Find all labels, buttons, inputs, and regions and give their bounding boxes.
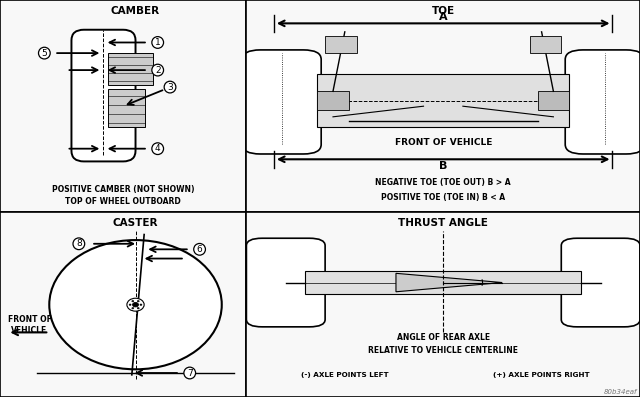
Bar: [305, 272, 581, 294]
Circle shape: [132, 307, 134, 309]
FancyBboxPatch shape: [243, 50, 321, 154]
Circle shape: [132, 301, 134, 302]
Polygon shape: [396, 273, 502, 292]
Bar: [108, 89, 145, 127]
Circle shape: [127, 298, 144, 311]
Circle shape: [137, 307, 140, 309]
Text: POSITIVE TOE (TOE IN) B < A: POSITIVE TOE (TOE IN) B < A: [381, 193, 505, 202]
Text: POSITIVE CAMBER (NOT SHOWN): POSITIVE CAMBER (NOT SHOWN): [52, 185, 195, 193]
Text: A: A: [439, 12, 447, 22]
Bar: [325, 36, 356, 53]
FancyBboxPatch shape: [565, 50, 640, 154]
Text: FRONT OF VEHICLE: FRONT OF VEHICLE: [394, 138, 492, 147]
Text: (+) AXLE POINTS RIGHT: (+) AXLE POINTS RIGHT: [493, 372, 590, 378]
Text: ANGLE OF REAR AXLE: ANGLE OF REAR AXLE: [397, 333, 490, 343]
Bar: [317, 74, 569, 127]
Text: 5: 5: [42, 48, 47, 58]
Circle shape: [129, 304, 131, 305]
Text: FRONT OF: FRONT OF: [8, 315, 51, 324]
Bar: [530, 36, 561, 53]
Text: NEGATIVE TOE (TOE OUT) B > A: NEGATIVE TOE (TOE OUT) B > A: [376, 178, 511, 187]
Text: VEHICLE: VEHICLE: [12, 326, 48, 335]
Text: B: B: [439, 161, 447, 171]
Text: 80b34eaf: 80b34eaf: [604, 389, 637, 395]
Text: 1: 1: [155, 38, 161, 47]
Circle shape: [132, 303, 138, 307]
Text: CAMBER: CAMBER: [111, 6, 160, 16]
Circle shape: [137, 301, 140, 302]
Text: 3: 3: [167, 83, 173, 92]
Text: CASTER: CASTER: [113, 218, 158, 228]
FancyBboxPatch shape: [246, 238, 325, 327]
Text: THRUST ANGLE: THRUST ANGLE: [398, 218, 488, 228]
Circle shape: [140, 304, 142, 305]
Bar: [317, 91, 349, 110]
Text: 4: 4: [155, 144, 161, 153]
Text: 6: 6: [196, 245, 202, 254]
Text: RELATIVE TO VEHICLE CENTERLINE: RELATIVE TO VEHICLE CENTERLINE: [368, 346, 518, 355]
FancyBboxPatch shape: [72, 30, 136, 162]
Text: 2: 2: [155, 66, 161, 75]
Text: TOP OF WHEEL OUTBOARD: TOP OF WHEEL OUTBOARD: [65, 197, 181, 206]
Bar: [108, 53, 153, 85]
Text: 8: 8: [76, 239, 82, 248]
Text: (-) AXLE POINTS LEFT: (-) AXLE POINTS LEFT: [301, 372, 388, 378]
FancyBboxPatch shape: [561, 238, 640, 327]
Circle shape: [49, 240, 222, 369]
Text: 7: 7: [187, 368, 193, 378]
Text: TOE: TOE: [431, 6, 455, 16]
Bar: [538, 91, 569, 110]
